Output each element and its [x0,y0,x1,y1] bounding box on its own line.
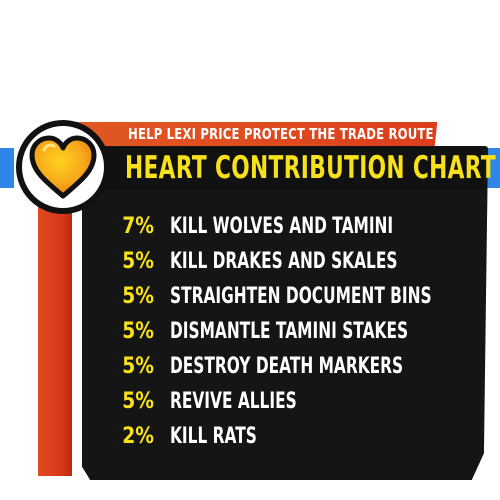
contribution-percent: 5% [122,249,154,274]
contribution-row: 5% DISMANTLE TAMINI STAKES [110,316,480,348]
contribution-percent: 5% [122,284,154,309]
contribution-row: 5% DESTROY DEATH MARKERS [110,351,480,383]
contribution-percent: 2% [122,424,154,449]
title-bar [96,147,484,189]
contribution-percent: 5% [122,354,154,379]
contribution-row: 5% KILL DRAKES AND SKALES [110,246,480,278]
contribution-task: DISMANTLE TAMINI STAKES [170,319,409,344]
right-blue-accent [484,148,500,188]
contribution-row: 2% KILL RATS [110,421,480,453]
contribution-percent: 7% [122,214,154,239]
contribution-percent: 5% [122,389,154,414]
contribution-row: 5% REVIVE ALLIES [110,386,480,418]
contribution-row: 7% KILL WOLVES AND TAMINI [110,211,480,243]
chart-title: HEART CONTRIBUTION CHART [125,150,497,186]
contribution-task: KILL DRAKES AND SKALES [170,249,398,274]
chart-panel [82,146,488,480]
contribution-row: 5% STRAIGHTEN DOCUMENT BINS [110,281,480,313]
contribution-percent: 5% [122,319,154,344]
left-blue-accent [0,148,14,188]
contribution-task: REVIVE ALLIES [170,389,297,414]
contribution-task: DESTROY DEATH MARKERS [170,354,404,379]
contribution-task: STRAIGHTEN DOCUMENT BINS [170,284,432,309]
subtitle-text: HELP LEXI PRICE PROTECT THE TRADE ROUTE [128,125,434,143]
heart-icon [16,120,110,214]
contribution-task: KILL RATS [170,424,257,449]
contribution-task: KILL WOLVES AND TAMINI [170,214,394,239]
